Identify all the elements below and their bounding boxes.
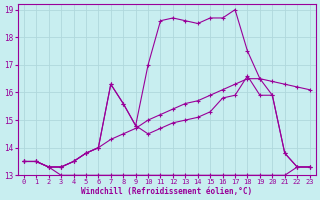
X-axis label: Windchill (Refroidissement éolien,°C): Windchill (Refroidissement éolien,°C) <box>81 187 252 196</box>
